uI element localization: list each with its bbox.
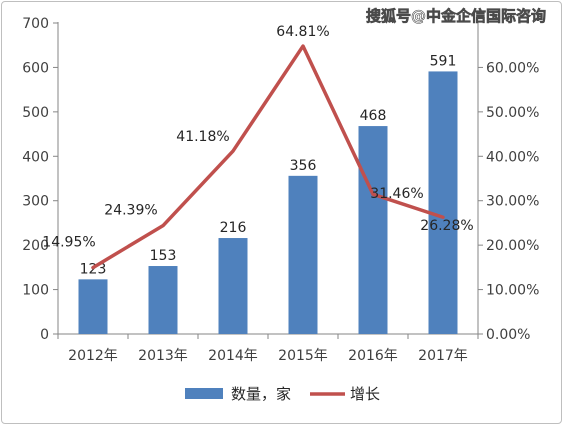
legend-label-bar: 数量，家 (231, 385, 291, 403)
x-tick-label: 2014年 (208, 348, 258, 364)
line-value-label: 14.95% (42, 235, 95, 251)
y-left-tick-label: 500 (22, 105, 49, 121)
y-left-tick-label: 0 (40, 327, 49, 343)
y-left-tick-label: 700 (22, 16, 49, 32)
legend-label-line: 增长 (350, 385, 380, 403)
watermark-text: 搜狐号@中金企信国际咨询 (366, 7, 546, 25)
bar-value-label: 216 (220, 220, 247, 236)
bar-value-label: 153 (150, 248, 177, 264)
y-left-tick-label: 200 (22, 238, 49, 254)
y-right-tick-label: 40.00% (486, 149, 539, 165)
bar (218, 238, 248, 334)
x-tick-label: 2012年 (68, 348, 118, 364)
y-right-tick-label: 50.00% (486, 105, 539, 121)
bar (288, 175, 318, 334)
combo-chart: 0 100 200 300 400 500 600 700 0.00% 10.00% 20.00% 3… (22, 7, 546, 403)
bar (428, 71, 458, 335)
x-tick-label: 2013年 (138, 348, 188, 364)
line-value-label: 64.81% (276, 24, 329, 40)
bar (78, 279, 108, 334)
line-value-label: 24.39% (104, 203, 157, 219)
y-right-tick-label: 10.00% (486, 283, 539, 299)
bar-value-label: 468 (360, 108, 387, 124)
y-right-tick-label: 30.00% (486, 194, 539, 210)
legend-swatch-bar (185, 388, 223, 399)
growth-line (91, 44, 445, 270)
line-value-label: 31.46% (370, 186, 423, 202)
y-right-tick-label: 0.00% (486, 327, 530, 343)
y-left-tick-label: 400 (22, 149, 49, 165)
line-value-label: 41.18% (176, 129, 229, 145)
bar (358, 126, 388, 335)
y-right-tick-label: 20.00% (486, 238, 539, 254)
x-tick-label: 2017年 (418, 348, 468, 364)
x-tick-label: 2015年 (278, 348, 328, 364)
line-value-label: 26.28% (420, 218, 473, 234)
y-left-tick-label: 300 (22, 194, 49, 210)
y-left-tick-label: 600 (22, 60, 49, 76)
chart-frame: 0 100 200 300 400 500 600 700 0.00% 10.00% 20.00% 3… (1, 1, 562, 424)
bar-value-label: 356 (290, 158, 317, 174)
bar-value-label: 591 (430, 53, 457, 69)
x-tick-label: 2016年 (348, 348, 398, 364)
y-left-tick-label: 100 (22, 283, 49, 299)
bar (148, 266, 178, 334)
y-right-tick-label: 60.00% (486, 60, 539, 76)
